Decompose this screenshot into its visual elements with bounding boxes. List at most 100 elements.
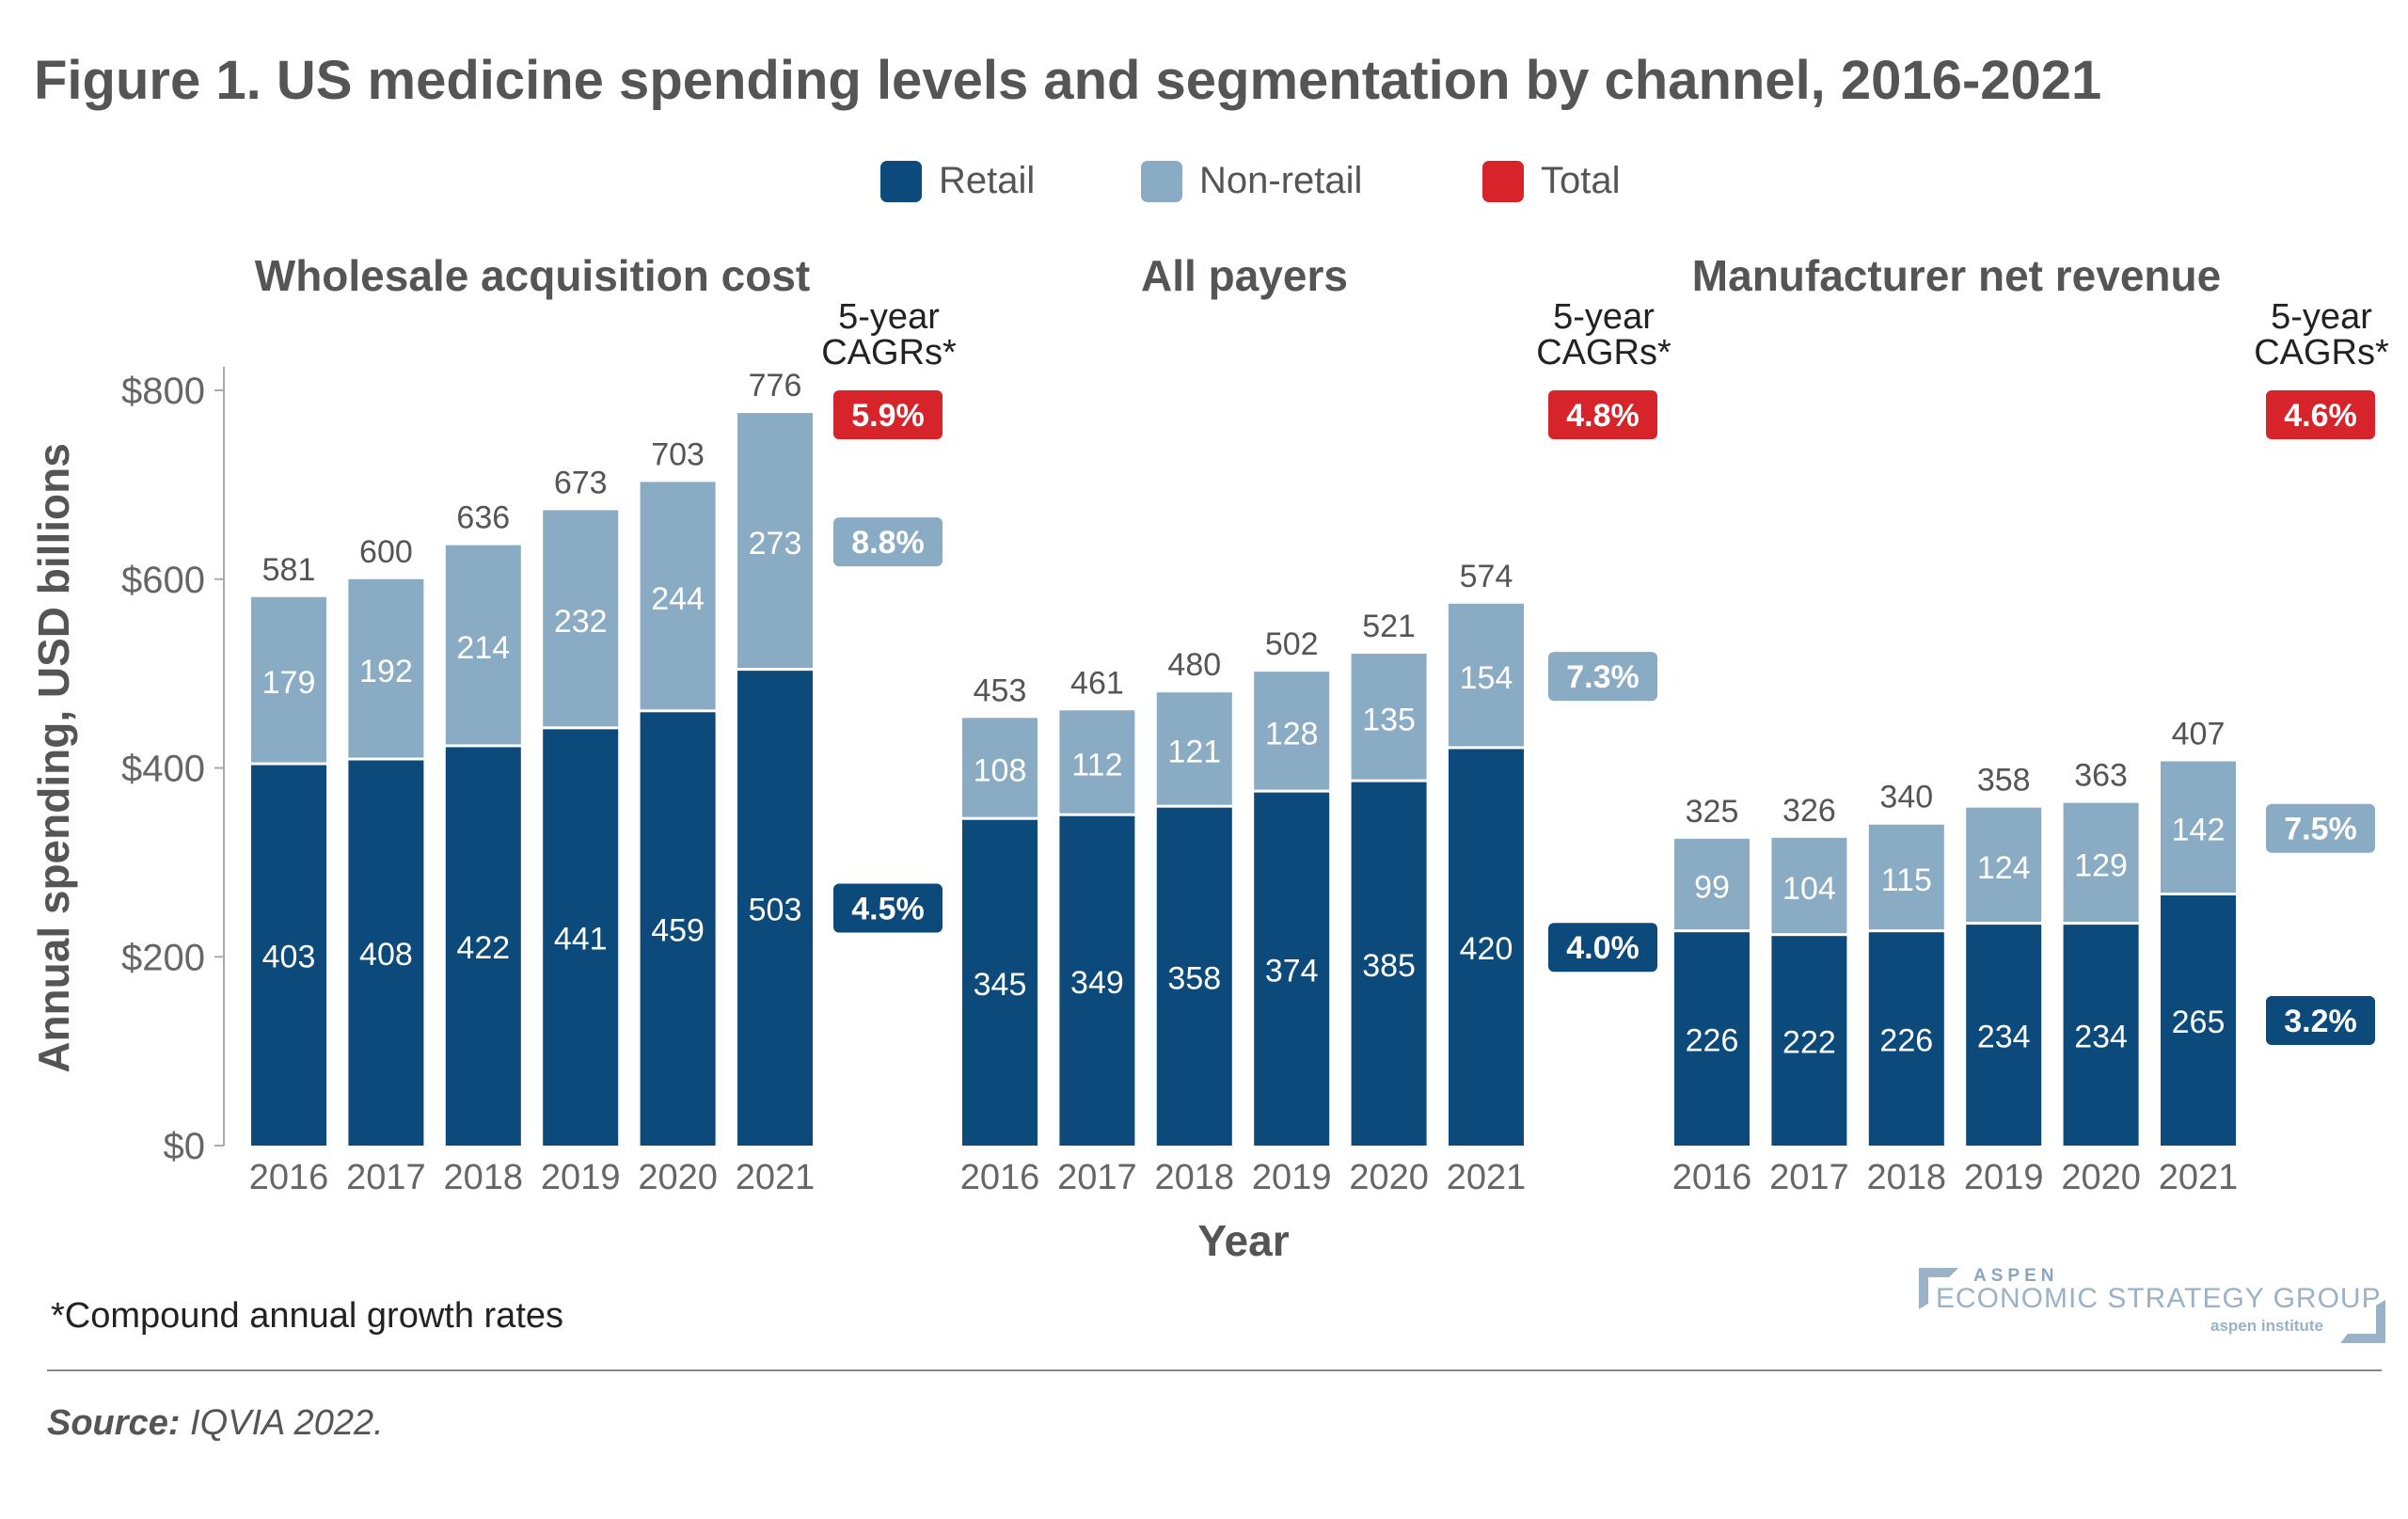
data-label-retail: 226 <box>1686 1023 1739 1059</box>
cagr-badge-total-text: 4.6% <box>2284 398 2357 434</box>
bar-non-retail <box>1771 837 1847 934</box>
cagr-badge-retail-text: 4.0% <box>1566 930 1640 966</box>
cagr-header: 5-year CAGRs* <box>2246 299 2397 371</box>
source-label: Source: <box>47 1403 181 1443</box>
y-tick-label: $400 <box>121 749 205 790</box>
x-tick-label: 2016 <box>249 1158 329 1197</box>
data-label-non-retail: 244 <box>651 581 705 617</box>
data-label-retail: 385 <box>1362 948 1416 984</box>
legend-item-retail: Retail <box>880 160 1035 202</box>
bar-non-retail <box>1868 824 1944 930</box>
bar-retail <box>1868 932 1944 1146</box>
data-label-retail: 422 <box>456 930 510 966</box>
data-label-retail: 349 <box>1070 965 1124 1001</box>
cagr-badge-non-retail <box>2266 803 2375 853</box>
legend-label: Total <box>1541 160 1621 201</box>
x-tick-label: 2020 <box>638 1158 718 1197</box>
data-label-retail: 345 <box>974 967 1027 1003</box>
data-label-total: 521 <box>1362 609 1416 644</box>
bar-retail <box>1966 925 2042 1146</box>
panel-title-manufacturer: Manufacturer net revenue <box>1691 251 2222 300</box>
bar-non-retail <box>1156 692 1232 805</box>
data-label-total: 574 <box>1460 559 1513 594</box>
bar-non-retail <box>251 596 326 763</box>
logo-line2: ECONOMIC STRATEGY GROUP <box>1936 1283 2382 1314</box>
data-label-retail: 459 <box>651 913 705 949</box>
bar-non-retail <box>1449 603 1524 747</box>
legend-item-non-retail: Non-retail <box>1141 160 1362 202</box>
bar-retail <box>251 765 326 1146</box>
x-tick-label: 2021 <box>2159 1158 2239 1197</box>
data-label-total: 407 <box>2172 716 2226 752</box>
cagr-header-line: 5-year <box>838 297 940 337</box>
data-label-non-retail: 128 <box>1265 716 1319 752</box>
y-tick-label: $0 <box>164 1126 206 1167</box>
x-axis-label: Year <box>1197 1216 1290 1265</box>
cagr-header-line: CAGRs* <box>1536 333 1671 372</box>
data-label-retail: 408 <box>359 937 413 973</box>
data-label-non-retail: 142 <box>2172 813 2226 848</box>
bar-non-retail <box>640 482 716 710</box>
bar-non-retail <box>962 718 1038 817</box>
bar-retail <box>445 747 521 1146</box>
y-tick-label: $200 <box>121 937 205 978</box>
cagr-badge-non-retail <box>833 517 943 567</box>
data-label-non-retail: 179 <box>262 665 316 701</box>
data-label-total: 461 <box>1070 665 1124 701</box>
data-label-retail: 234 <box>1977 1020 2031 1055</box>
data-label-total: 636 <box>456 500 510 536</box>
data-label-total: 502 <box>1265 626 1319 662</box>
data-label-total: 703 <box>651 436 705 472</box>
bar-non-retail <box>543 510 619 727</box>
x-tick-label: 2020 <box>1349 1158 1429 1197</box>
x-tick-label: 2019 <box>1252 1158 1332 1197</box>
cagr-badge-total <box>2266 390 2375 439</box>
bar-retail <box>1254 792 1330 1146</box>
data-label-non-retail: 108 <box>974 753 1027 789</box>
cagr-badge-total <box>1548 390 1657 439</box>
cagr-badge-non-retail <box>1548 652 1657 702</box>
data-label-total: 776 <box>749 368 802 403</box>
data-label-total: 453 <box>974 672 1027 708</box>
legend-label: Non-retail <box>1199 160 1363 201</box>
data-label-non-retail: 232 <box>554 604 608 640</box>
cagr-badge-retail <box>2266 996 2375 1046</box>
data-label-total: 340 <box>1879 780 1933 815</box>
cagr-badge-total-text: 5.9% <box>851 398 925 434</box>
data-label-total: 358 <box>1977 763 2031 799</box>
cagr-badge-non-retail-text: 7.5% <box>2284 812 2357 847</box>
bar-non-retail <box>1966 807 2042 923</box>
cagr-badge-retail <box>833 883 943 933</box>
cagr-badge-non-retail-text: 7.3% <box>1566 659 1640 695</box>
x-tick-label: 2017 <box>1057 1158 1137 1197</box>
data-label-non-retail: 192 <box>359 654 413 689</box>
bar-retail <box>640 712 716 1146</box>
data-label-non-retail: 129 <box>2074 847 2128 883</box>
cagr-header: 5-year CAGRs* <box>1529 299 1679 371</box>
data-label-retail: 441 <box>554 922 608 957</box>
x-tick-label: 2016 <box>1672 1158 1752 1197</box>
cagr-badge-retail-text: 4.5% <box>851 892 925 927</box>
bar-non-retail <box>2161 761 2236 894</box>
legend-swatch-non-retail <box>1141 160 1182 202</box>
data-label-non-retail: 99 <box>1694 869 1730 905</box>
bar-non-retail <box>737 413 813 669</box>
x-tick-label: 2018 <box>1867 1158 1947 1197</box>
x-tick-label: 2018 <box>1155 1158 1235 1197</box>
cagr-header-line: CAGRs* <box>821 333 957 372</box>
data-label-total: 363 <box>2074 758 2128 794</box>
data-label-non-retail: 112 <box>1071 747 1122 783</box>
data-label-retail: 234 <box>2074 1020 2128 1055</box>
logo-brackets <box>1919 1268 2385 1343</box>
data-label-retail: 358 <box>1167 960 1221 996</box>
bar-non-retail <box>1254 672 1330 790</box>
cagr-header-line: 5-year <box>1553 297 1655 337</box>
aspen-logo: ASPEN ECONOMIC STRATEGY GROUP aspen inst… <box>1919 1266 2389 1343</box>
data-label-non-retail: 214 <box>456 630 510 666</box>
data-label-total: 325 <box>1686 794 1739 830</box>
x-tick-label: 2019 <box>1964 1158 2044 1197</box>
data-label-total: 673 <box>554 465 608 500</box>
bar-non-retail <box>445 545 521 745</box>
cagr-header-line: 5-year <box>2271 297 2372 337</box>
